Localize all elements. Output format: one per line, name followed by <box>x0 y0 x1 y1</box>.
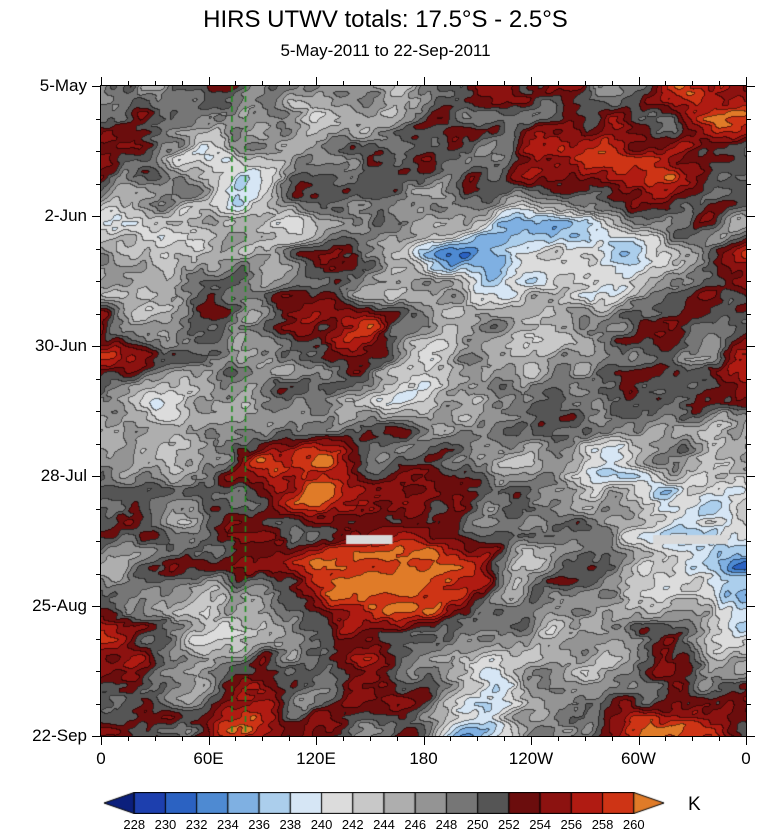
right-minor-tick <box>746 508 751 510</box>
colorbar-unit-label: K <box>688 794 701 815</box>
y-tick-label: 5-May <box>39 76 87 95</box>
y-tick-label: 2-Jun <box>44 206 87 225</box>
heatmap-canvas <box>101 86 746 736</box>
top-major-tick <box>316 77 317 86</box>
right-major-tick <box>746 86 755 87</box>
right-minor-tick <box>746 671 751 672</box>
right-minor-tick <box>746 411 751 412</box>
right-minor-tick <box>746 183 751 185</box>
x-tick-label: 60E <box>193 749 224 768</box>
right-minor-tick <box>746 541 751 542</box>
chart-title: HIRS UTWV totals: 17.5°S - 2.5°S <box>203 6 568 33</box>
x-tick-label: 120E <box>296 749 336 768</box>
top-major-tick <box>746 77 747 86</box>
top-major-tick <box>423 77 425 86</box>
x-axis-labels: 0 60E 120E 180 120W 60W 0 <box>96 736 750 770</box>
right-major-tick <box>746 346 755 347</box>
colorbar: 228 230 232 234 236 238 240 242 244 246 248 250 252 2… <box>103 792 665 832</box>
colorbar-tick-label: 260 <box>622 817 645 832</box>
right-minor-tick <box>746 248 751 250</box>
top-major-tick <box>101 77 102 86</box>
top-major-tick <box>531 77 532 86</box>
y-tick-label: 28-Jul <box>40 466 87 485</box>
right-minor-tick <box>746 703 751 705</box>
chart-subtitle: 5-May-2011 to 22-Sep-2011 <box>280 41 491 60</box>
top-major-tick <box>638 77 640 86</box>
colorbar-tick-label: 228 <box>123 817 146 832</box>
right-major-tick <box>746 606 755 607</box>
colorbar-tick-label: 244 <box>373 817 395 832</box>
y-tick-label: 30-Jun <box>35 336 87 355</box>
y-tick-label: 22-Sep <box>32 726 87 745</box>
x-tick-label: 0 <box>741 749 751 768</box>
colorbar-tick-label: 256 <box>560 817 583 832</box>
colorbar-tick-label: 248 <box>435 817 458 832</box>
right-minor-tick <box>746 573 751 575</box>
colorbar-tick-label: 242 <box>341 817 364 832</box>
colorbar-labels: 228 230 232 234 236 238 240 242 244 246 248 250 252 2… <box>103 817 665 833</box>
colorbar-tick-label: 234 <box>217 817 239 832</box>
right-major-tick <box>746 736 755 737</box>
right-minor-tick <box>746 281 751 282</box>
right-major-tick <box>746 216 755 217</box>
right-minor-tick <box>746 151 751 152</box>
colorbar-tick-label: 240 <box>310 817 333 832</box>
right-minor-tick <box>746 313 751 315</box>
right-minor-tick <box>746 118 751 120</box>
y-tick-label: 25-Aug <box>32 596 87 615</box>
x-tick-label: 120W <box>508 749 554 768</box>
colorbar-tick-label: 230 <box>154 817 177 832</box>
right-minor-tick <box>746 378 751 380</box>
x-tick-label: 0 <box>96 749 106 768</box>
colorbar-tick-label: 254 <box>529 817 551 832</box>
colorbar-tick-label: 250 <box>466 817 489 832</box>
colorbar-canvas <box>103 792 665 814</box>
colorbar-tick-label: 238 <box>279 817 302 832</box>
colorbar-tick-label: 246 <box>404 817 427 832</box>
left-major-tick <box>92 736 101 737</box>
plot-area: 5-May 2-Jun 30-Jun 28-Jul 25-Aug 22-Sep 0 60E 1… <box>32 76 755 768</box>
x-tick-label: 180 <box>409 749 438 768</box>
y-axis-labels: 5-May 2-Jun 30-Jun 28-Jul 25-Aug 22-Sep <box>6 76 101 745</box>
right-minor-tick <box>746 443 751 445</box>
colorbar-tick-label: 252 <box>498 817 520 832</box>
colorbar-tick-label: 236 <box>248 817 270 832</box>
colorbar-tick-label: 258 <box>591 817 614 832</box>
right-major-tick <box>746 476 755 477</box>
top-major-tick <box>208 77 210 86</box>
right-minor-tick <box>746 638 751 640</box>
colorbar-tick-label: 232 <box>185 817 208 832</box>
bottom-major-tick <box>746 736 747 745</box>
x-tick-label: 60W <box>621 749 656 768</box>
